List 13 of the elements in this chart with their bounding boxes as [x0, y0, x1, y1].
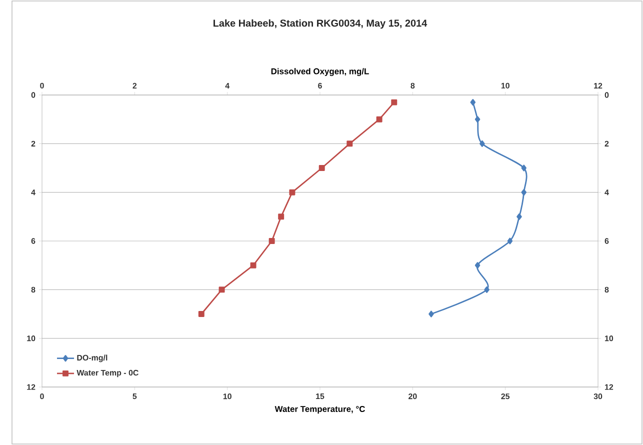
point: [250, 262, 256, 268]
point: [268, 238, 275, 244]
point: [278, 214, 284, 220]
chart-title: Lake Habeeb, Station RKG0034, May 15, 2014: [214, 19, 428, 29]
point: [198, 311, 204, 317]
point: [391, 99, 398, 106]
x-axis-title: Water Temperature, °C: [274, 406, 365, 414]
point: [318, 165, 325, 171]
point: [376, 116, 382, 122]
point: [218, 286, 225, 293]
x2-axis-title: Dissolved Oxygen, mg/L: [271, 68, 369, 76]
point: [346, 140, 353, 147]
point: [289, 189, 296, 196]
